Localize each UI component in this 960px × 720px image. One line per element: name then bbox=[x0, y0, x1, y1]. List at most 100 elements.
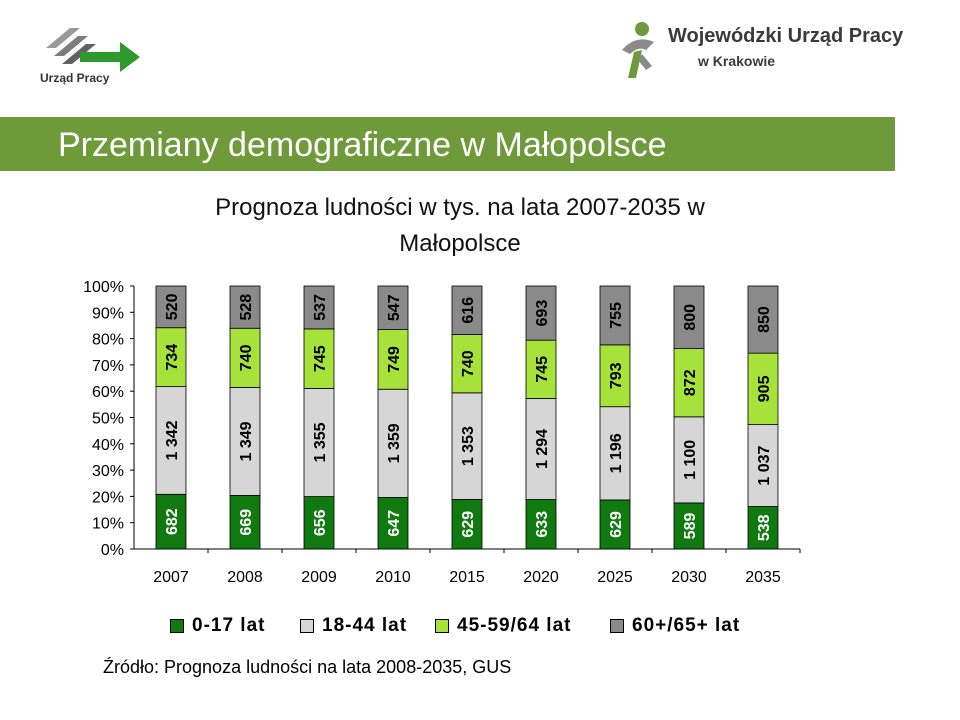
x-tick-label: 2015 bbox=[449, 569, 485, 586]
y-tick-label: 20% bbox=[92, 489, 124, 506]
bar-segment bbox=[673, 348, 705, 418]
data-label: 740 bbox=[460, 350, 477, 377]
logo-right-subtitle: w Krakowie bbox=[698, 53, 776, 69]
data-label: 693 bbox=[534, 300, 551, 327]
x-tick-label: 2009 bbox=[301, 569, 337, 586]
data-label: 740 bbox=[238, 344, 255, 371]
data-label: 547 bbox=[386, 294, 403, 321]
data-label: 850 bbox=[756, 306, 773, 333]
bar-segment bbox=[525, 499, 557, 550]
data-label: 1 353 bbox=[460, 426, 477, 466]
data-label: 793 bbox=[608, 362, 625, 389]
y-tick-label: 50% bbox=[92, 411, 124, 428]
bar-segment bbox=[599, 344, 631, 408]
data-label: 745 bbox=[312, 345, 329, 372]
data-label: 755 bbox=[608, 302, 625, 329]
x-tick-label: 2025 bbox=[597, 569, 633, 586]
bar-segment bbox=[229, 495, 261, 550]
bar-segment bbox=[525, 285, 557, 341]
data-label: 589 bbox=[682, 513, 699, 540]
source-note: Źródło: Prognoza ludności na lata 2008-2… bbox=[103, 657, 512, 677]
legend-swatch-18-44 bbox=[300, 619, 314, 633]
legend-label-18-44: 18-44 lat bbox=[322, 615, 408, 636]
y-tick-label: 90% bbox=[92, 305, 124, 322]
data-label: 537 bbox=[312, 294, 329, 321]
data-label: 538 bbox=[756, 514, 773, 541]
title-band: Przemiany demograficzne w Małopolsce bbox=[0, 117, 895, 171]
data-label: 1 100 bbox=[682, 440, 699, 480]
data-label: 669 bbox=[238, 509, 255, 536]
x-tick-label: 2008 bbox=[227, 569, 263, 586]
y-tick-label: 80% bbox=[92, 332, 124, 349]
data-label: 1 359 bbox=[386, 423, 403, 463]
bar-segment bbox=[747, 352, 779, 426]
data-label: 872 bbox=[682, 369, 699, 396]
y-tick-label: 30% bbox=[92, 463, 124, 480]
bar-segment bbox=[303, 496, 335, 550]
y-tick-label: 10% bbox=[92, 516, 124, 533]
bar-segment bbox=[377, 285, 409, 330]
legend-label-45-59: 45-59/64 lat bbox=[457, 615, 572, 636]
x-tick-label: 2035 bbox=[745, 569, 781, 586]
y-tick-label: 70% bbox=[92, 358, 124, 375]
bar-segment bbox=[451, 499, 483, 550]
data-label: 800 bbox=[682, 304, 699, 331]
data-label: 1 037 bbox=[756, 445, 773, 485]
bar-segment bbox=[747, 424, 779, 507]
x-tick-label: 2020 bbox=[523, 569, 559, 586]
bar-segment bbox=[673, 285, 705, 350]
data-label: 647 bbox=[386, 510, 403, 537]
bar-segment bbox=[451, 334, 483, 394]
x-tick-label: 2010 bbox=[375, 569, 411, 586]
arrow-logo-icon bbox=[46, 28, 140, 72]
chart-title-line1: Prognoza ludności w tys. na lata 2007-20… bbox=[215, 194, 705, 221]
data-label: 745 bbox=[534, 356, 551, 383]
y-tick-label: 100% bbox=[83, 279, 124, 296]
bar-segment bbox=[599, 406, 631, 501]
bar-segment bbox=[377, 388, 409, 498]
wup-logo: Wojewódzki Urząd Pracy w Krakowie bbox=[612, 20, 922, 90]
data-label: 520 bbox=[164, 293, 181, 320]
logo-right-title: Wojewódzki Urząd Pracy bbox=[668, 25, 904, 47]
data-label: 682 bbox=[164, 508, 181, 535]
legend-swatch-0-17 bbox=[170, 619, 184, 633]
bar-segment bbox=[451, 392, 483, 500]
bar-segment bbox=[155, 327, 187, 388]
bar-segment bbox=[229, 387, 261, 496]
logo-left-caption: Urząd Pracy bbox=[40, 71, 110, 85]
bar-segment bbox=[229, 327, 261, 388]
data-label: 905 bbox=[756, 375, 773, 402]
data-label: 734 bbox=[164, 344, 181, 371]
chart-title: Prognoza ludności w tys. na lata 2007-20… bbox=[160, 190, 760, 262]
bar-segment bbox=[155, 285, 187, 329]
legend-swatch-60-65 bbox=[610, 619, 624, 633]
data-label: 1 355 bbox=[312, 422, 329, 462]
bar-segment bbox=[303, 285, 335, 330]
bar-segment bbox=[747, 506, 779, 550]
data-label: 749 bbox=[386, 346, 403, 373]
bar-segment bbox=[303, 328, 335, 389]
data-label: 629 bbox=[460, 511, 477, 538]
page-title: Przemiany demograficzne w Małopolsce bbox=[58, 126, 667, 164]
data-label: 633 bbox=[534, 511, 551, 538]
y-tick-label: 60% bbox=[92, 384, 124, 401]
data-label: 528 bbox=[238, 294, 255, 321]
legend-label-60-65: 60+/65+ lat bbox=[632, 615, 741, 636]
bar-segment bbox=[229, 285, 261, 329]
bar-segment bbox=[451, 285, 483, 335]
data-label: 1 294 bbox=[534, 429, 551, 469]
data-label: 616 bbox=[460, 297, 477, 324]
bar-segment bbox=[155, 493, 187, 550]
bar-segment bbox=[377, 497, 409, 550]
chart-title-line2: Małopolsce bbox=[399, 230, 521, 257]
x-tick-label: 2030 bbox=[671, 569, 707, 586]
legend-swatch-45-59 bbox=[435, 619, 449, 633]
data-label: 629 bbox=[608, 511, 625, 538]
data-label: 656 bbox=[312, 509, 329, 536]
data-label: 1 342 bbox=[164, 420, 181, 460]
figure-logo-icon bbox=[622, 22, 654, 78]
bar-segment bbox=[673, 416, 705, 504]
y-tick-label: 40% bbox=[92, 437, 124, 454]
x-tick-label: 2007 bbox=[153, 569, 189, 586]
